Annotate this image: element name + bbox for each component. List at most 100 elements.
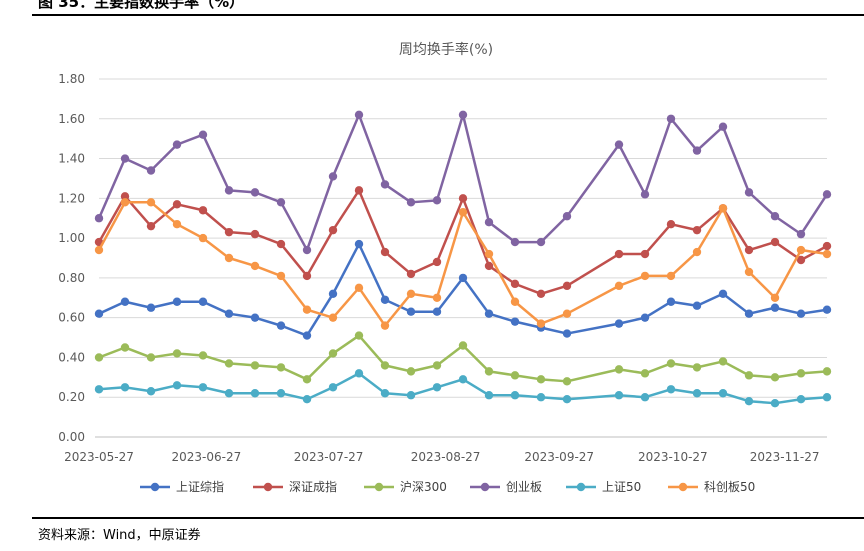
- data-point: [380, 361, 390, 370]
- data-point: [432, 361, 442, 370]
- legend-swatch-marker: [374, 482, 384, 492]
- data-point: [120, 383, 130, 392]
- data-point: [276, 198, 286, 207]
- data-point: [302, 271, 312, 281]
- data-point: [718, 122, 728, 131]
- data-point: [692, 247, 702, 257]
- data-point: [328, 172, 338, 181]
- data-point: [146, 198, 156, 207]
- data-point: [198, 130, 208, 139]
- data-point: [536, 393, 546, 402]
- data-point: [172, 140, 182, 149]
- data-point: [510, 371, 520, 380]
- data-point: [94, 353, 104, 362]
- data-point: [276, 363, 286, 372]
- data-point: [770, 293, 780, 302]
- data-point: [770, 398, 780, 408]
- y-axis: 0.00 0.20 0.40 0.60 0.80 1.00 1.20 1.40 1.60 1.80: [58, 72, 85, 444]
- x-tick-label: 2023-07-27: [294, 450, 364, 464]
- data-point: [406, 367, 416, 376]
- series-0: [94, 239, 832, 340]
- data-point: [484, 309, 494, 318]
- data-point: [744, 267, 754, 277]
- data-point: [536, 375, 546, 384]
- data-point: [640, 369, 650, 378]
- data-point: [796, 309, 806, 318]
- data-point: [302, 245, 312, 255]
- data-point: [692, 146, 702, 155]
- data-point: [250, 188, 260, 197]
- data-point: [692, 225, 702, 235]
- data-point: [744, 397, 754, 406]
- data-point: [796, 229, 806, 239]
- legend-item: 上证50: [566, 480, 641, 494]
- data-point: [120, 343, 130, 352]
- data-point: [354, 283, 364, 293]
- data-point: [432, 307, 442, 316]
- data-point: [614, 319, 624, 328]
- data-point: [718, 357, 728, 366]
- data-point: [224, 186, 234, 195]
- data-point: [250, 261, 260, 271]
- data-point: [666, 271, 676, 281]
- data-point: [172, 349, 182, 358]
- data-point: [380, 295, 390, 304]
- series-line: [98, 242, 828, 337]
- series-line: [97, 201, 828, 327]
- x-tick-label: 2023-10-27: [638, 450, 708, 464]
- data-point: [510, 297, 520, 306]
- data-point: [692, 363, 702, 372]
- legend-swatch-marker: [150, 482, 160, 492]
- data-point: [432, 196, 442, 205]
- legend-label: 创业板: [506, 480, 542, 494]
- data-point: [198, 351, 208, 360]
- data-point: [510, 237, 520, 247]
- data-point: [94, 214, 104, 223]
- data-point: [224, 309, 234, 318]
- data-point: [822, 393, 832, 402]
- legend-swatch-marker: [480, 482, 490, 492]
- legend-item: 创业板: [470, 480, 542, 494]
- series-1: [94, 186, 832, 298]
- legend-item: 科创板50: [668, 480, 755, 494]
- data-point: [744, 309, 754, 318]
- data-point: [172, 297, 182, 306]
- data-point: [666, 219, 676, 229]
- data-point: [536, 319, 546, 328]
- data-point: [640, 271, 650, 281]
- series-2: [94, 331, 832, 386]
- data-point: [198, 383, 208, 392]
- legend-label: 上证综指: [176, 479, 224, 494]
- legend: 上证综指 深证成指 沪深300 创业板 上证50 科创板50: [140, 479, 755, 494]
- data-point: [354, 331, 364, 340]
- data-point: [718, 204, 728, 213]
- figure-header: 图 35：主要指数换手率（%）: [0, 0, 864, 15]
- data-point: [484, 218, 494, 227]
- data-point: [614, 391, 624, 400]
- data-point: [172, 200, 182, 209]
- legend-swatch-marker: [678, 482, 688, 492]
- top-rule: [32, 14, 864, 16]
- data-point: [328, 225, 338, 235]
- series-3: [94, 110, 832, 255]
- data-point: [718, 289, 728, 298]
- data-point: [744, 245, 754, 255]
- data-point: [822, 190, 832, 199]
- data-point: [302, 305, 312, 314]
- data-point: [224, 359, 234, 368]
- data-point: [146, 353, 156, 362]
- data-point: [146, 387, 156, 396]
- y-tick-label: 1.40: [58, 152, 85, 166]
- data-point: [822, 367, 832, 376]
- y-tick-label: 1.80: [58, 72, 85, 86]
- data-point: [770, 212, 780, 221]
- series-5: [94, 198, 832, 330]
- data-point: [458, 375, 468, 384]
- data-point: [146, 303, 156, 312]
- data-point: [302, 395, 312, 404]
- data-point: [432, 257, 442, 267]
- source-note: 资料来源：Wind，中原证券: [38, 528, 201, 543]
- y-tick-label: 1.20: [58, 191, 85, 205]
- x-tick-label: 2023-08-27: [411, 450, 481, 464]
- legend-item: 深证成指: [253, 479, 337, 494]
